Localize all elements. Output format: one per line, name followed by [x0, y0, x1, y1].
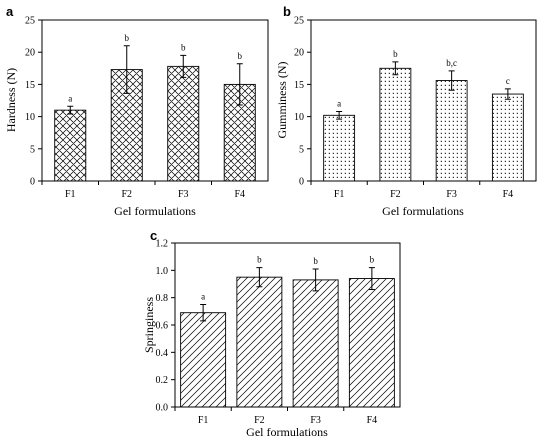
y-tick-label: 0.8 [156, 293, 169, 304]
significance-label: b,c [446, 58, 457, 68]
x-axis-ticks: F1 F2 F3 F4 [174, 407, 378, 426]
significance-label: c [506, 76, 510, 86]
x-tick-label: F4 [234, 189, 245, 200]
springiness-chart: c Springiness Gel formulations 0.0 0.2 0.4… [142, 228, 401, 439]
panel-label: c [150, 228, 157, 243]
x-tick-label: F2 [121, 189, 132, 200]
bar-f1 [54, 109, 87, 182]
error-bar [180, 54, 187, 78]
bar-f3 [435, 80, 468, 182]
significance-label: b [313, 256, 318, 266]
error-bar [504, 88, 511, 100]
bars: a b b b [180, 255, 395, 408]
error-bar [200, 304, 207, 322]
x-tick-label: F4 [367, 415, 378, 426]
y-tick-label: 5 [299, 144, 304, 155]
y-axis-title: Gumminess (N) [275, 62, 289, 139]
y-tick-label: 0.0 [156, 403, 169, 414]
x-tick-label: F1 [334, 189, 345, 200]
bar-f2 [110, 69, 143, 182]
error-bar [123, 45, 130, 94]
bar-f1 [180, 312, 227, 408]
y-axis-ticks: 0 5 10 15 20 25 [294, 16, 311, 188]
y-tick-label: 1.2 [156, 239, 169, 250]
y-tick-label: 1.0 [156, 266, 169, 277]
y-tick-label: 0.2 [156, 375, 169, 386]
y-tick-label: 5 [30, 144, 35, 155]
x-tick-label: F2 [390, 189, 401, 200]
significance-label: b [257, 255, 262, 265]
bar-f2 [379, 67, 412, 182]
bar-f2 [236, 276, 283, 408]
y-axis-ticks: 0 5 10 15 20 25 [25, 16, 42, 188]
error-bar [312, 268, 319, 292]
y-tick-label: 10 [25, 112, 35, 123]
significance-label: b [238, 51, 243, 61]
bar-f3 [167, 65, 200, 182]
bar-f4 [491, 93, 524, 182]
gumminess-chart: b Gumminess (N) Gel formulations 0 5 10 15 2… [275, 4, 537, 218]
error-bar [336, 110, 343, 120]
significance-label: a [68, 93, 72, 103]
y-tick-label: 20 [294, 48, 304, 59]
significance-label: a [201, 292, 205, 302]
significance-label: b [393, 49, 398, 59]
bars: a b b b [54, 33, 256, 182]
x-axis-title: Gel formulations [246, 425, 328, 439]
significance-label: b [125, 33, 130, 43]
error-bar [236, 63, 243, 106]
y-tick-label: 15 [294, 80, 304, 91]
x-axis-ticks: F1 F2 F3 F4 [41, 181, 245, 200]
significance-label: a [337, 98, 341, 108]
x-tick-label: F3 [310, 415, 321, 426]
y-tick-label: 0.4 [156, 348, 169, 359]
significance-label: b [181, 42, 186, 52]
panel-label: a [6, 4, 14, 19]
hardness-chart: a Hardness (N) Gel formulations 0 5 10 15 20… [4, 4, 269, 218]
significance-label: b [370, 255, 375, 265]
error-bar [368, 267, 375, 290]
y-axis-title: Hardness (N) [4, 68, 18, 132]
y-tick-label: 10 [294, 112, 304, 123]
x-axis-title: Gel formulations [382, 204, 464, 218]
panel-label: b [283, 4, 291, 19]
error-bar [448, 70, 455, 91]
plot-frame [41, 19, 269, 182]
bars: a b b,c c [323, 49, 524, 182]
y-tick-label: 15 [25, 80, 35, 91]
error-bar [67, 105, 74, 115]
x-tick-label: F3 [446, 189, 457, 200]
y-tick-label: 0 [299, 177, 304, 188]
x-tick-label: F2 [254, 415, 265, 426]
y-tick-label: 20 [25, 48, 35, 59]
plot-frame [310, 19, 537, 182]
y-tick-label: 25 [294, 16, 304, 27]
y-axis-title: Springiness [142, 297, 156, 353]
x-axis-title: Gel formulations [114, 204, 196, 218]
x-tick-label: F3 [178, 189, 189, 200]
y-axis-ticks: 0.0 0.2 0.4 0.6 0.8 1.0 1.2 [156, 239, 175, 414]
x-tick-label: F1 [198, 415, 209, 426]
bar-f4 [348, 278, 395, 408]
error-bar [256, 267, 263, 288]
x-tick-label: F1 [65, 189, 76, 200]
bar-f3 [292, 279, 339, 408]
bar-f1 [323, 114, 356, 182]
error-bar [392, 61, 399, 76]
y-tick-label: 0.6 [156, 321, 169, 332]
y-tick-label: 25 [25, 16, 35, 27]
plot-frame [174, 242, 401, 408]
y-tick-label: 0 [30, 177, 35, 188]
x-tick-label: F4 [503, 189, 514, 200]
x-axis-ticks: F1 F2 F3 F4 [310, 181, 514, 200]
